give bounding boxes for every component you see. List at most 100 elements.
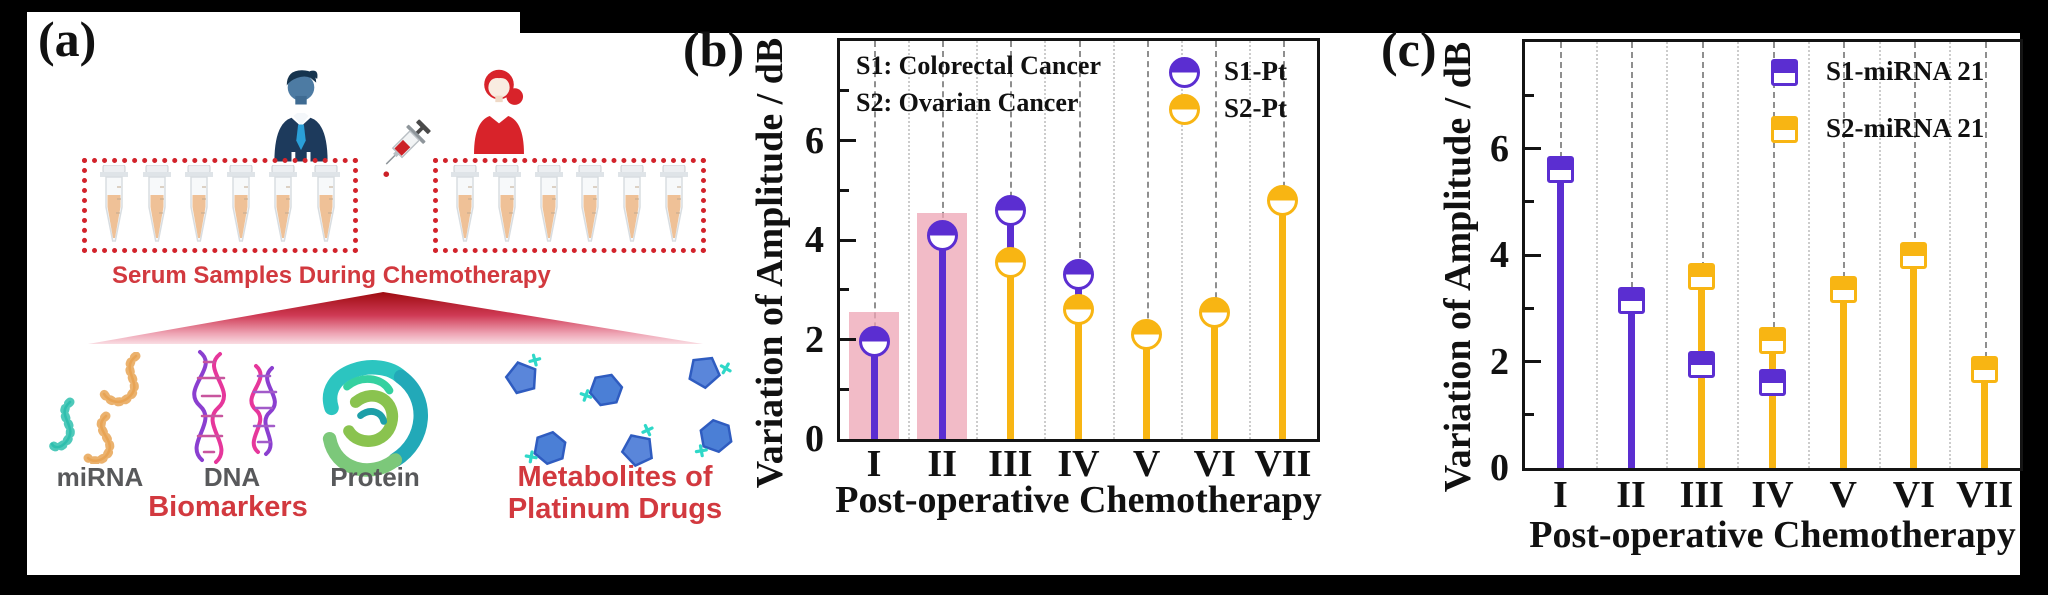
y-tick-label: 6: [1490, 127, 1509, 170]
gridline-minor: [1807, 42, 1810, 468]
metabolites-label-line2: Platinum Drugs: [507, 493, 723, 525]
plot-frame: [1522, 39, 2023, 471]
x-category-label: IV: [1057, 443, 1100, 485]
top-border-step: [520, 12, 2048, 33]
sample-tube-icon: [450, 165, 479, 242]
gridline-major: [1214, 41, 1217, 439]
y-tick-minor: [1525, 200, 1534, 204]
x-category-label: V: [1829, 474, 1857, 516]
gridline-minor: [1112, 41, 1115, 439]
sample-tube-icon: [100, 165, 129, 242]
sample-tube-icon: [534, 165, 563, 242]
legend-marker: [1770, 58, 1798, 86]
lollipop-stem-1: [1627, 300, 1635, 468]
legend-marker: [1169, 57, 1200, 88]
legend-annotation: S1: Colorectal Cancer: [856, 51, 1102, 80]
x-category-label: V: [1132, 443, 1161, 485]
x-axis-title: Post-operative Chemotherapy: [835, 479, 1322, 521]
lollipop-stem-1: [1556, 169, 1564, 468]
gridline-minor: [1666, 42, 1669, 468]
y-tick-minor: [1525, 93, 1534, 97]
x-category-label: VII: [1254, 443, 1312, 485]
lollipop-marker-2: [1759, 326, 1786, 354]
lollipop-marker-2: [1829, 276, 1857, 304]
panel-label: (b): [683, 21, 745, 77]
y-tick-label: 2: [805, 318, 824, 361]
y-tick-label: 4: [805, 219, 824, 261]
lollipop-marker-2: [1131, 319, 1163, 351]
male-patient-icon: [274, 70, 328, 162]
x-category-label: I: [1552, 474, 1568, 516]
sample-tube-icon: [660, 165, 689, 242]
y-tick-major: [840, 338, 856, 341]
figure-background: [27, 12, 2020, 575]
sample-tube-icon: [142, 165, 171, 242]
legend-label: S2-Pt: [1224, 93, 1287, 123]
gridline-minor: [1044, 41, 1047, 439]
legend-label: S2-miRNA 21: [1826, 113, 1985, 143]
y-tick-label: 6: [805, 119, 824, 162]
lollipop-marker-1: [994, 194, 1026, 226]
lollipop-marker-2: [1971, 355, 1999, 383]
x-category-label: I: [866, 443, 882, 485]
x-category-label: II: [1616, 474, 1646, 516]
sample-tube-icon: [576, 165, 605, 242]
sample-tube-icon: [227, 165, 256, 242]
platinum-metabolites-illustration: [500, 350, 735, 470]
lollipop-stem-2: [1839, 289, 1847, 468]
lollipop-marker-2: [1199, 296, 1231, 328]
lollipop-marker-1: [1546, 156, 1574, 184]
y-tick-minor: [1525, 413, 1534, 417]
gridline-major: [1701, 42, 1704, 468]
gridline-minor: [1878, 42, 1881, 468]
y-tick-major: [1525, 147, 1541, 150]
protein-illustration: [322, 360, 428, 477]
gridline-minor: [1949, 42, 1952, 468]
protein-label: Protein: [330, 462, 420, 492]
x-axis-title: Post-operative Chemotherapy: [1529, 514, 2016, 556]
funnel-gradient: [88, 292, 703, 344]
lollipop-stem-2: [1075, 309, 1082, 439]
y-tick-major: [840, 139, 856, 142]
gridline-major: [1984, 42, 1987, 468]
gridline-major: [1843, 42, 1846, 468]
panel-a-label: (a): [38, 11, 97, 67]
female-patient-icon: [474, 69, 524, 154]
biomarkers-label: Biomarkers: [148, 491, 308, 523]
lollipop-stem-2: [1143, 334, 1151, 439]
legend-label: S1-Pt: [1224, 56, 1287, 86]
y-tick-label: 0: [805, 418, 824, 460]
x-category-label: VII: [1956, 474, 2014, 516]
x-category-label: III: [988, 443, 1033, 485]
x-category-label: III: [1679, 474, 1724, 516]
lollipop-stem-1: [870, 341, 878, 439]
lollipop-marker-2: [1267, 184, 1299, 216]
gridline-minor: [1180, 41, 1183, 439]
mirna-label: miRNA: [56, 462, 144, 492]
metabolites-label-line1: Metabolites of: [517, 461, 713, 493]
y-tick-label: 2: [1490, 340, 1509, 383]
plot-frame: [837, 38, 1320, 442]
lollipop-marker-2: [1900, 241, 1928, 269]
lollipop-stem-2: [1910, 255, 1918, 468]
legend-marker: [1770, 115, 1798, 143]
lollipop-stem-2: [1769, 340, 1776, 468]
sample-tube-icon: [311, 165, 340, 242]
lollipop-marker-1: [1688, 350, 1716, 378]
lollipop-marker-1: [1759, 369, 1786, 397]
legend-annotation: S2: Ovarian Cancer: [856, 88, 1079, 117]
dna-label: DNA: [203, 462, 261, 492]
mirna-illustration: [48, 352, 141, 464]
legend-label: S1-miRNA 21: [1826, 56, 1985, 86]
serum-caption: Serum Samples During Chemotherapy: [112, 262, 551, 289]
lollipop-marker-1: [1063, 259, 1094, 291]
gridline-major: [1146, 41, 1149, 439]
lollipop-marker-1: [1617, 286, 1645, 314]
x-category-label: VI: [1193, 443, 1236, 485]
lollipop-stem-2: [1279, 200, 1287, 439]
gridline-major: [1631, 42, 1634, 468]
gridline-major: [1078, 41, 1081, 439]
lollipop-marker-2: [1063, 294, 1094, 326]
gridline-minor: [976, 41, 979, 439]
